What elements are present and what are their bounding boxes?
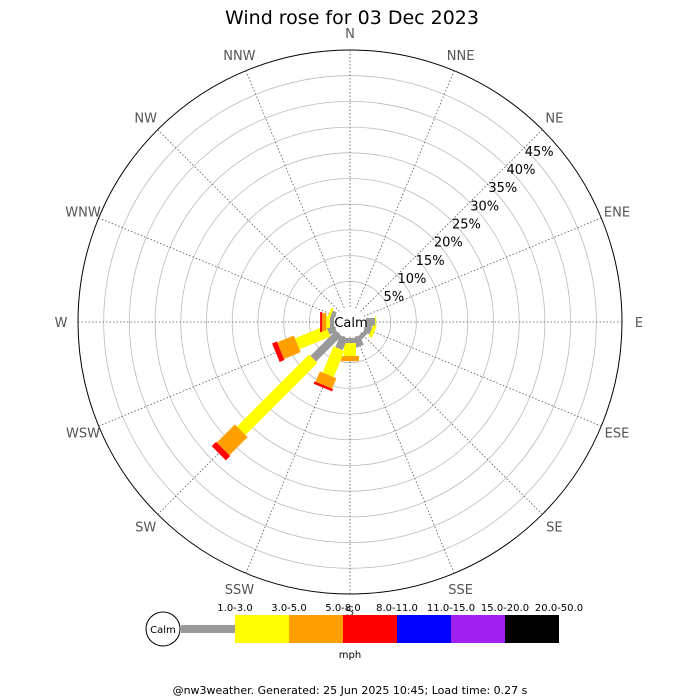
legend-label-11.0-15.0: 11.0-15.0	[427, 603, 475, 614]
bar-wnw-3.0-5.0	[326, 307, 334, 320]
direction-label-wnw: WNW	[65, 205, 101, 220]
legend-swatch-3.0-5.0	[235, 615, 289, 643]
legend-label-5.0-8.0: 5.0-8.0	[325, 603, 360, 614]
bars	[211, 307, 377, 461]
legend-label-1.0-3.0: 1.0-3.0	[217, 603, 252, 614]
legend-swatch-1.0-3.0	[181, 625, 235, 633]
ring-25	[206, 178, 494, 466]
ring-label-25pct: 25%	[452, 218, 481, 233]
ring-label-30pct: 30%	[470, 199, 499, 214]
bar-sw-8.0-11.0	[211, 441, 231, 461]
direction-label-wsw: WSW	[66, 427, 100, 442]
ring-40	[128, 100, 572, 544]
direction-labels: N NNE NE ENE E ESE SE SSE S SSW SW WSW W WNW NW NNW	[55, 27, 644, 620]
direction-label-sse: SSE	[448, 583, 473, 598]
legend-calm-circle	[145, 611, 181, 647]
direction-label-ene: ENE	[604, 205, 630, 220]
spoke-ne	[360, 129, 543, 312]
spoke-se	[360, 332, 543, 515]
bar-ssw-1.0-3.0	[335, 335, 348, 351]
direction-label-nnw: NNW	[223, 49, 255, 64]
direction-label-ssw: SSW	[225, 583, 255, 598]
bar-ese-3.0-5.0	[368, 325, 377, 338]
bar-wsw-5.0-8.0	[277, 335, 301, 360]
bar-sw-3.0-5.0	[237, 354, 318, 435]
bar-sse-1.0-3.0	[352, 335, 364, 348]
ring-label-20pct: 20%	[434, 236, 463, 251]
bar-wnw-1.0-3.0	[329, 310, 337, 320]
legend-swatch-20.0-50.0	[505, 615, 559, 643]
ring-label-40pct: 40%	[507, 163, 536, 178]
bar-se-1.0-3.0	[358, 330, 368, 340]
legend: Calm 1.0-3.0 3.0-5.0 5.0-8.0 8.0-11.0 11.0-1…	[145, 603, 583, 661]
ring-label-5pct: 5%	[383, 290, 404, 305]
bar-wsw-8.0-11.0	[272, 341, 285, 362]
legend-label-3.0-5.0: 3.0-5.0	[271, 603, 306, 614]
calm-center: Calm	[334, 307, 368, 337]
chart-title: Wind rose for 03 Dec 2023	[225, 7, 479, 29]
direction-label-sw: SW	[135, 520, 156, 535]
direction-label-s: S	[346, 605, 354, 620]
ring-label-15pct: 15%	[416, 254, 445, 269]
bar-wsw-3.0-5.0	[294, 325, 331, 350]
bar-sw-5.0-8.0	[216, 424, 248, 456]
direction-label-ese: ESE	[605, 427, 630, 442]
bar-sw-1.0-3.0	[310, 330, 342, 362]
bar-ssw-3.0-5.0	[322, 346, 345, 378]
legend-swatch-5.0-8.0	[289, 615, 343, 643]
legend-swatch-8.0-11.0	[343, 615, 397, 643]
spoke-wnw	[98, 217, 337, 317]
spoke-nw	[157, 129, 340, 312]
ring-10	[283, 255, 417, 389]
direction-label-ne: NE	[545, 112, 563, 127]
calm-label: Calm	[334, 316, 367, 331]
direction-label-nw: NW	[134, 112, 157, 127]
direction-label-w: W	[55, 316, 68, 331]
spoke-ese	[363, 327, 602, 427]
ring-label-35pct: 35%	[488, 181, 517, 196]
direction-label-se: SE	[546, 520, 562, 535]
legend-swatch-11.0-15.0	[397, 615, 451, 643]
legend-calm-label: Calm	[150, 625, 176, 636]
direction-label-nne: NNE	[447, 49, 475, 64]
ring-label-45pct: 45%	[525, 145, 554, 160]
legend-label-20.0-50.0: 20.0-50.0	[535, 603, 583, 614]
bar-ssw-5.0-8.0	[315, 371, 337, 389]
bar-wsw-1.0-3.0	[326, 324, 337, 335]
legend-units: mph	[339, 650, 361, 661]
legend-swatch-15.0-20.0	[451, 615, 505, 643]
spoke-nnw	[245, 70, 345, 309]
direction-label-n: N	[345, 27, 355, 42]
ring-labels: 5% 10% 15% 20% 25% 30% 35% 40% 45%	[383, 145, 553, 305]
spoke-nne	[355, 70, 455, 309]
footer-text: @nw3weather. Generated: 25 Jun 2025 10:4…	[173, 684, 528, 697]
bar-ssw-8.0-11.0	[313, 381, 334, 392]
spoke-sse	[355, 335, 455, 574]
legend-label-8.0-11.0: 8.0-11.0	[376, 603, 418, 614]
legend-label-15.0-20.0: 15.0-20.0	[481, 603, 529, 614]
ring-label-10pct: 10%	[397, 272, 426, 287]
direction-label-e: E	[635, 316, 643, 331]
spoke-ene	[363, 217, 602, 317]
bar-ese-1.0-3.0	[363, 324, 373, 335]
